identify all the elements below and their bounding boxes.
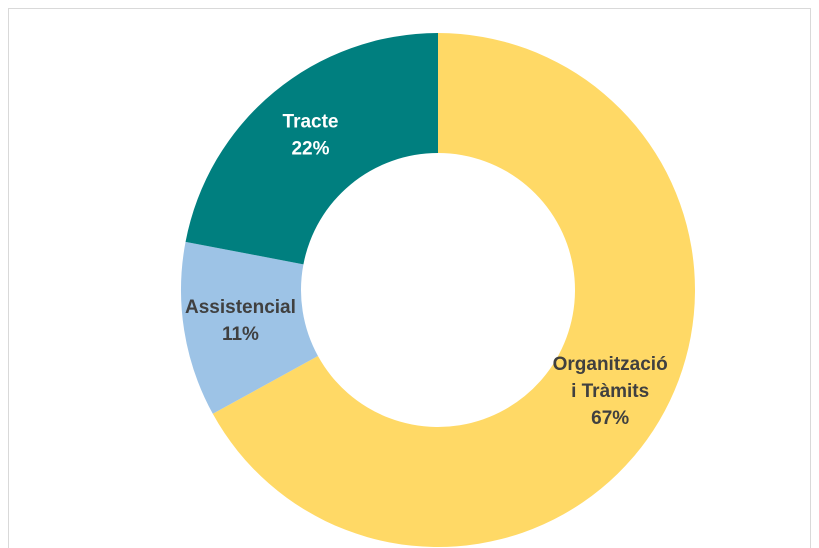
value-label: 11%	[222, 324, 259, 345]
segment-label: Organització i Tràmits	[553, 354, 668, 402]
segment-label-line: Organització	[553, 354, 668, 375]
donut-segment	[212, 33, 695, 547]
value-label: 22%	[291, 138, 329, 159]
segment-label: Assistencial	[185, 297, 296, 318]
donut-segment	[180, 241, 318, 414]
donut-segment	[185, 33, 438, 265]
value-label: 67%	[591, 408, 629, 429]
segment-label-line: i Tràmits	[571, 381, 649, 402]
segment-label: Tracte	[283, 111, 339, 132]
